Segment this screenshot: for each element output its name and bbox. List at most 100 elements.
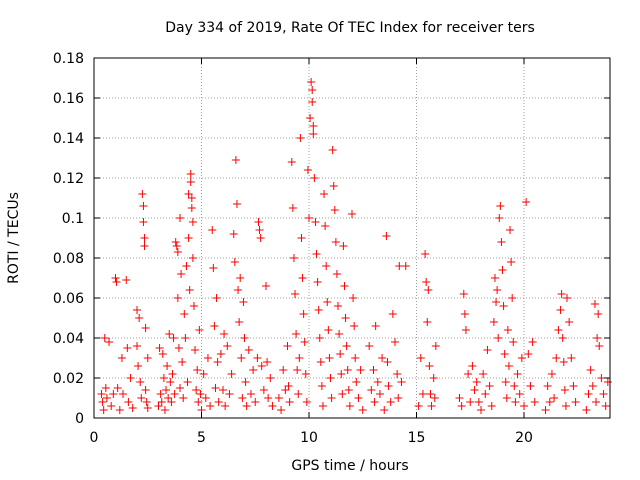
data-point xyxy=(188,254,197,262)
data-point xyxy=(524,350,533,358)
data-point xyxy=(135,314,144,322)
data-point xyxy=(268,402,277,410)
data-point xyxy=(157,398,166,406)
data-point xyxy=(277,406,286,414)
data-point xyxy=(165,330,174,338)
data-point xyxy=(394,394,403,402)
data-point xyxy=(301,370,310,378)
data-point xyxy=(185,286,194,294)
data-point xyxy=(459,290,468,298)
data-point xyxy=(167,398,176,406)
data-point xyxy=(113,384,122,392)
data-point xyxy=(430,394,439,402)
data-point xyxy=(298,274,307,282)
data-point xyxy=(136,378,145,386)
data-point xyxy=(133,306,141,314)
data-point xyxy=(201,394,210,402)
data-point xyxy=(227,370,236,378)
data-point xyxy=(421,250,430,258)
data-point xyxy=(187,204,196,212)
plot-frame xyxy=(93,57,611,419)
data-point xyxy=(221,402,230,410)
data-point xyxy=(155,344,164,352)
data-point xyxy=(231,156,240,164)
data-point xyxy=(320,190,329,198)
data-point xyxy=(291,290,300,298)
data-point xyxy=(401,262,410,270)
data-point xyxy=(547,370,556,378)
data-point xyxy=(586,366,595,374)
grid-lines xyxy=(94,58,610,418)
data-point xyxy=(501,378,510,386)
data-point xyxy=(373,378,382,386)
data-point xyxy=(485,382,494,390)
data-point xyxy=(563,294,571,302)
data-point xyxy=(371,322,380,330)
data-point xyxy=(494,334,503,342)
data-point xyxy=(137,394,146,402)
data-point xyxy=(107,402,116,410)
data-point xyxy=(188,218,197,226)
data-point xyxy=(588,382,597,390)
data-point xyxy=(194,398,203,406)
data-point xyxy=(492,298,501,306)
data-point xyxy=(305,214,313,222)
data-point xyxy=(328,146,337,154)
data-point xyxy=(249,366,258,374)
data-point xyxy=(299,310,308,318)
data-point xyxy=(186,178,195,186)
data-point xyxy=(466,398,475,406)
data-point xyxy=(502,394,511,402)
data-point xyxy=(464,370,473,378)
data-point xyxy=(211,384,220,392)
y-tick-label: 0.16 xyxy=(53,91,84,107)
data-point xyxy=(599,390,608,398)
data-point xyxy=(358,406,367,414)
data-point xyxy=(422,278,431,286)
data-point xyxy=(241,378,250,386)
data-point xyxy=(105,338,114,346)
y-tick-label: 0.02 xyxy=(53,371,84,387)
data-point xyxy=(315,334,324,342)
data-point xyxy=(468,362,477,370)
data-point xyxy=(321,222,330,230)
data-point xyxy=(487,402,496,410)
data-point xyxy=(595,342,604,350)
data-point xyxy=(262,282,270,290)
data-point xyxy=(345,402,354,410)
data-point xyxy=(263,358,272,366)
data-point xyxy=(232,200,241,208)
data-point xyxy=(308,98,317,106)
data-point xyxy=(498,266,507,274)
data-point xyxy=(283,342,292,350)
data-point xyxy=(601,402,610,410)
data-point xyxy=(603,378,612,386)
data-point xyxy=(302,398,311,406)
data-point xyxy=(229,230,238,238)
x-tick-label: 15 xyxy=(408,430,426,446)
data-point xyxy=(191,346,200,354)
data-point xyxy=(504,362,513,370)
data-point xyxy=(336,350,345,358)
data-point xyxy=(173,248,182,256)
data-point xyxy=(176,214,184,222)
x-tick-label: 5 xyxy=(197,430,206,446)
data-point xyxy=(307,78,316,86)
data-point xyxy=(559,358,568,366)
data-point xyxy=(316,358,325,366)
data-point xyxy=(187,194,196,202)
data-point xyxy=(343,366,352,374)
data-point xyxy=(503,326,512,334)
data-point xyxy=(179,394,188,402)
data-point xyxy=(367,386,376,394)
data-point xyxy=(493,286,502,294)
data-point xyxy=(159,374,168,382)
data-point xyxy=(115,406,124,414)
data-point xyxy=(312,250,321,258)
data-point xyxy=(216,350,225,358)
data-point xyxy=(235,318,244,326)
data-point xyxy=(199,370,208,378)
data-point xyxy=(100,334,109,342)
y-tick-label: 0.06 xyxy=(53,291,84,307)
